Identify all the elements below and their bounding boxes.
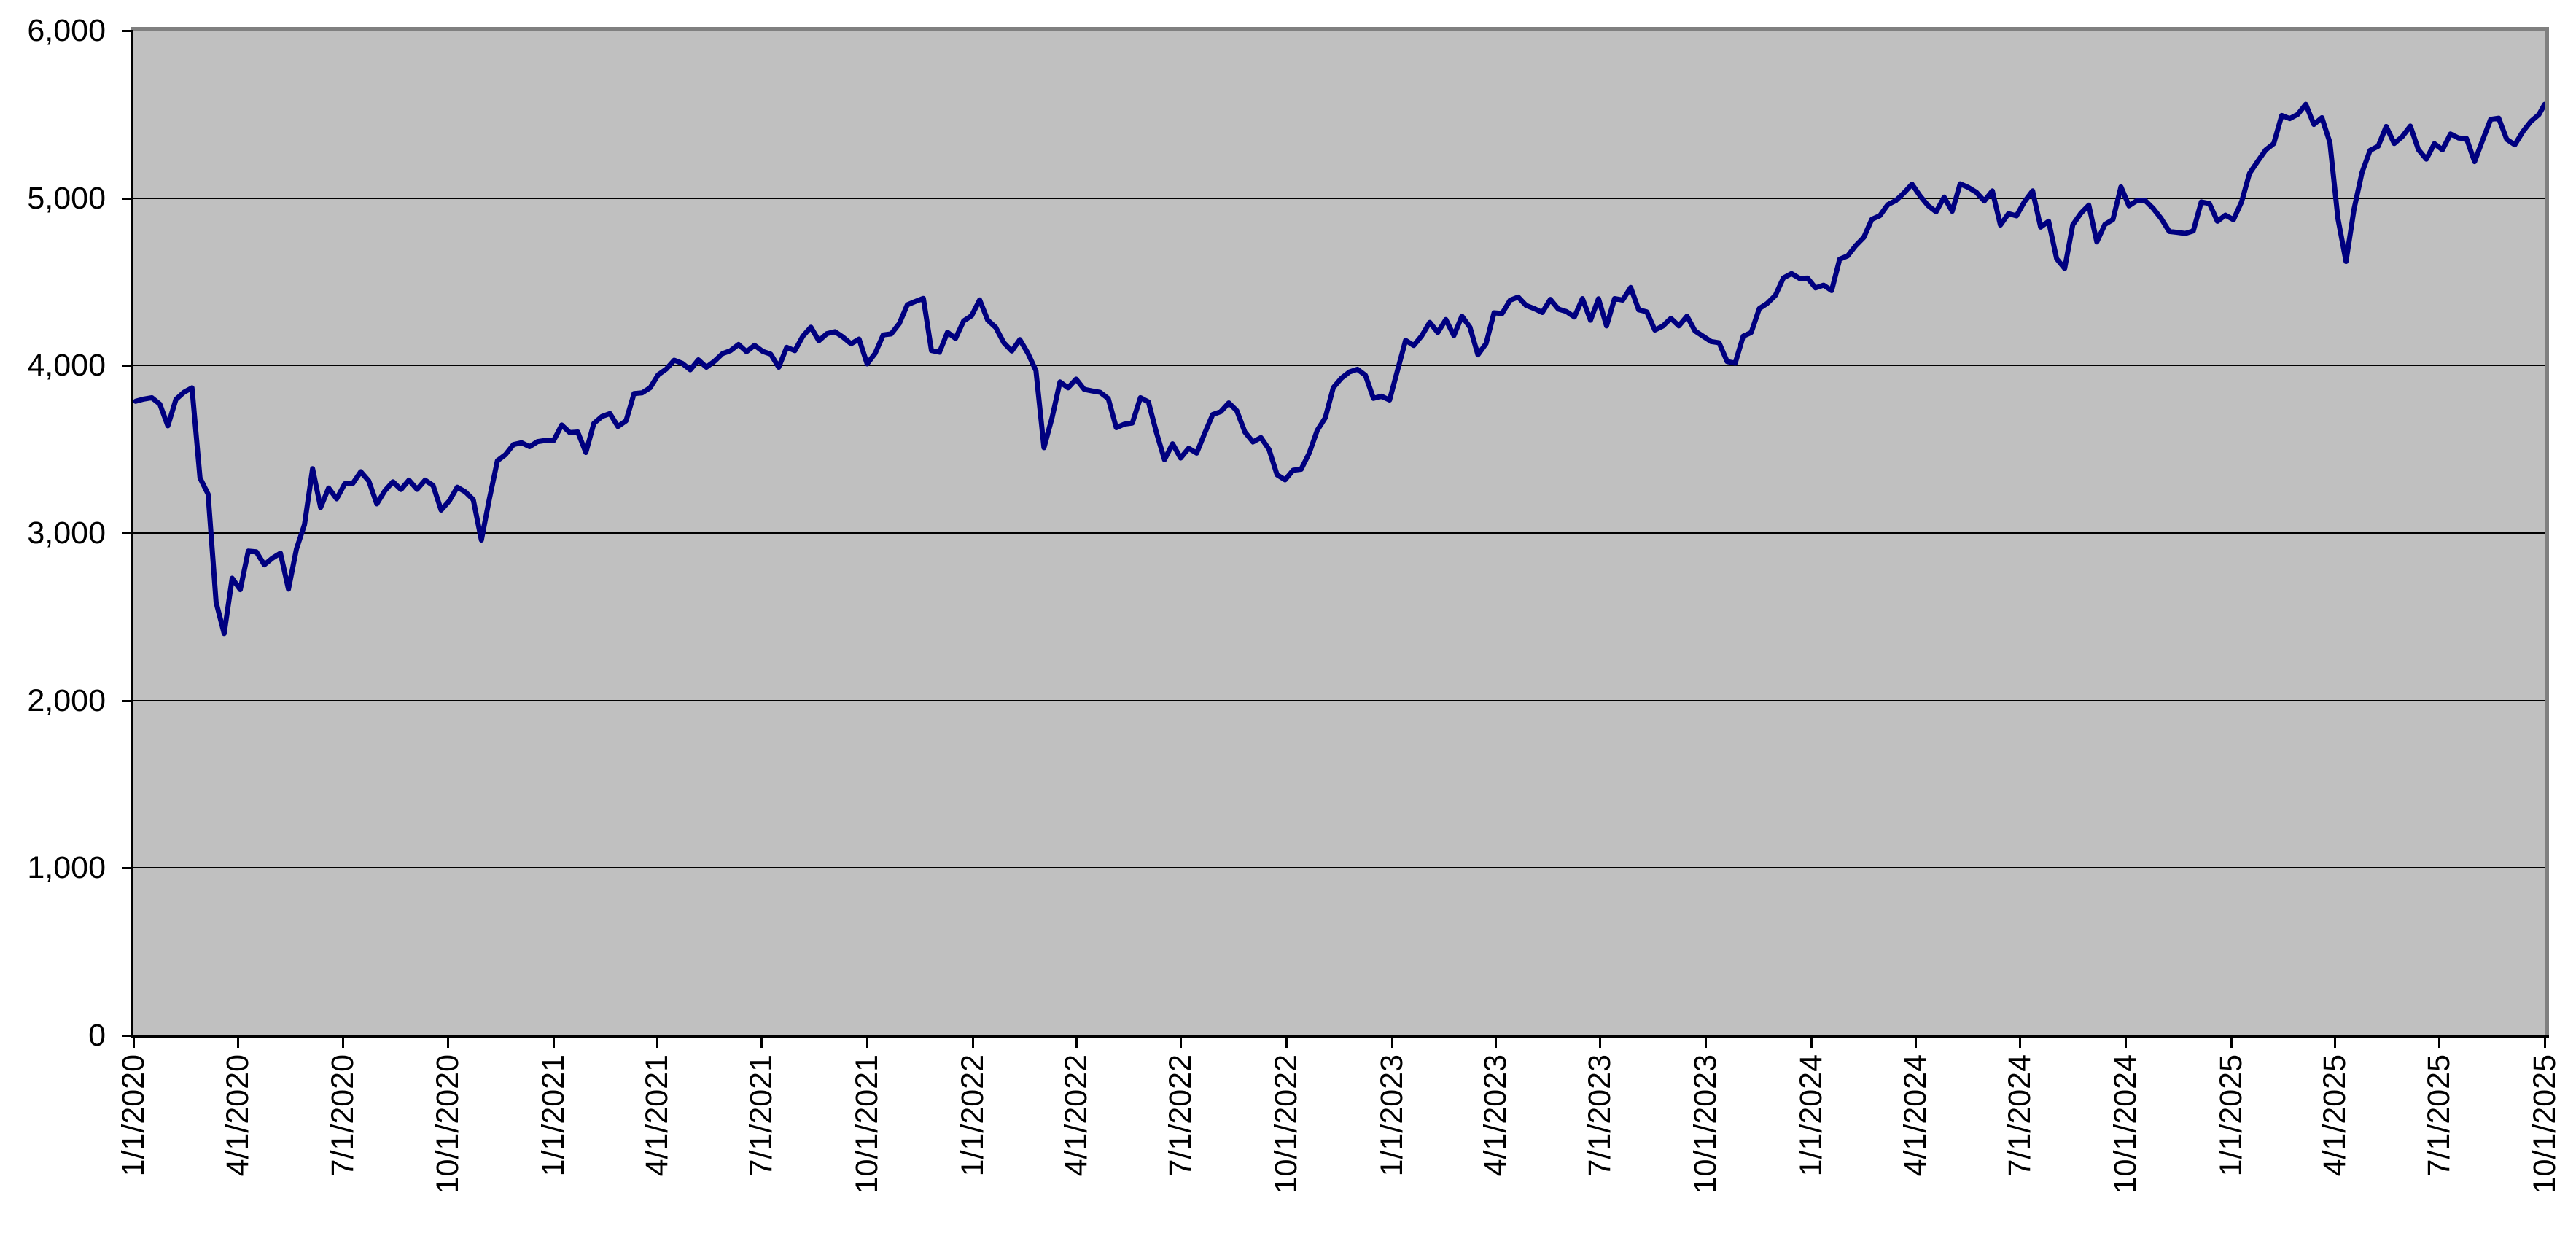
x-tick	[1915, 1035, 1917, 1048]
plot-border-top	[131, 27, 2549, 31]
x-tick	[1495, 1035, 1497, 1048]
x-tick	[2230, 1035, 2233, 1048]
y-gridline	[133, 532, 2545, 534]
y-tick-label: 0	[88, 1018, 106, 1053]
y-tick	[122, 1035, 133, 1037]
x-tick-label: 4/1/2025	[2317, 1054, 2352, 1177]
y-tick-label: 3,000	[27, 516, 106, 551]
y-tick	[122, 30, 133, 32]
y-gridline	[133, 700, 2545, 701]
x-tick-label: 1/1/2020	[116, 1054, 151, 1177]
x-tick	[972, 1035, 974, 1048]
x-tick-label: 4/1/2024	[1898, 1054, 1933, 1177]
x-tick-label: 7/1/2025	[2421, 1054, 2456, 1177]
y-tick-label: 5,000	[27, 181, 106, 216]
x-tick	[1180, 1035, 1182, 1048]
x-tick	[2019, 1035, 2021, 1048]
y-gridline	[133, 198, 2545, 199]
y-tick-label: 6,000	[27, 13, 106, 48]
x-tick-label: 10/1/2021	[849, 1054, 884, 1194]
x-tick	[866, 1035, 868, 1048]
x-tick	[133, 1035, 135, 1048]
y-gridline	[133, 867, 2545, 868]
x-tick-label: 10/1/2025	[2527, 1054, 2562, 1194]
y-tick	[122, 700, 133, 702]
x-tick-label: 1/1/2025	[2214, 1054, 2249, 1177]
x-tick-label: 4/1/2021	[639, 1054, 674, 1177]
y-tick	[122, 198, 133, 200]
x-tick-label: 1/1/2022	[955, 1054, 990, 1177]
y-tick	[122, 365, 133, 367]
x-axis-line	[131, 1035, 2549, 1038]
x-tick	[1285, 1035, 1288, 1048]
x-tick-label: 1/1/2024	[1794, 1054, 1829, 1177]
x-tick	[342, 1035, 344, 1048]
x-tick	[760, 1035, 763, 1048]
y-tick-label: 2,000	[27, 683, 106, 718]
x-tick	[2544, 1035, 2546, 1048]
x-tick-label: 7/1/2024	[2002, 1054, 2037, 1177]
x-tick	[1810, 1035, 1813, 1048]
x-tick	[1705, 1035, 1707, 1048]
x-tick	[1599, 1035, 1601, 1048]
plot-border-right	[2545, 27, 2549, 1035]
y-tick	[122, 867, 133, 869]
x-tick-label: 7/1/2023	[1582, 1054, 1617, 1177]
x-tick-label: 10/1/2024	[2108, 1054, 2143, 1194]
price-line-chart	[133, 101, 2548, 637]
x-tick-label: 10/1/2022	[1269, 1054, 1304, 1194]
x-tick-label: 7/1/2020	[325, 1054, 360, 1177]
x-tick-label: 1/1/2023	[1374, 1054, 1409, 1177]
x-tick	[2438, 1035, 2440, 1048]
y-gridline	[133, 365, 2545, 366]
x-tick	[447, 1035, 449, 1048]
x-tick-label: 7/1/2021	[744, 1054, 779, 1177]
x-tick-label: 4/1/2023	[1478, 1054, 1513, 1177]
x-tick	[656, 1035, 658, 1048]
price-line	[133, 101, 2548, 637]
x-tick	[237, 1035, 239, 1048]
x-tick-label: 4/1/2022	[1059, 1054, 1094, 1177]
x-tick	[553, 1035, 555, 1048]
y-axis-line	[131, 31, 133, 1038]
x-tick-label: 7/1/2022	[1163, 1054, 1198, 1177]
x-tick-label: 4/1/2020	[220, 1054, 255, 1177]
x-tick-label: 10/1/2020	[430, 1054, 465, 1194]
y-tick-label: 1,000	[27, 850, 106, 885]
x-tick	[2334, 1035, 2336, 1048]
x-tick	[1391, 1035, 1393, 1048]
x-tick-label: 10/1/2023	[1688, 1054, 1723, 1194]
x-tick	[2125, 1035, 2127, 1048]
x-tick	[1075, 1035, 1078, 1048]
x-tick-label: 1/1/2021	[536, 1054, 571, 1177]
y-tick	[122, 532, 133, 534]
y-tick-label: 4,000	[27, 348, 106, 383]
